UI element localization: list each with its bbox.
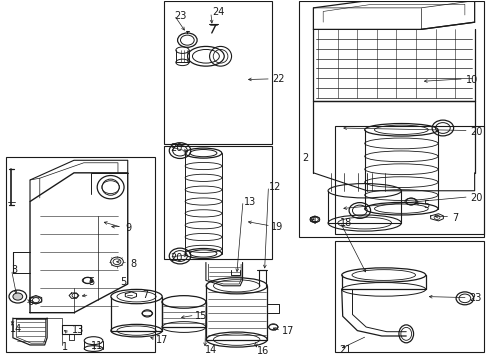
Text: 10: 10	[466, 75, 478, 85]
Text: 22: 22	[272, 74, 285, 84]
Text: 6: 6	[27, 297, 34, 307]
Text: 18: 18	[340, 218, 352, 228]
Text: 20: 20	[470, 127, 482, 136]
Text: 20: 20	[470, 193, 482, 203]
Bar	[164, 1, 272, 144]
Text: 8: 8	[130, 259, 136, 269]
Text: 7: 7	[143, 290, 148, 300]
Text: 4: 4	[311, 216, 317, 226]
Text: 20: 20	[170, 253, 182, 263]
Text: 21: 21	[339, 345, 351, 355]
Text: 23: 23	[469, 293, 481, 303]
Text: 13: 13	[244, 197, 256, 207]
Bar	[335, 126, 485, 234]
Text: 2: 2	[303, 153, 309, 163]
Text: 14: 14	[9, 324, 22, 334]
Circle shape	[13, 293, 23, 300]
Text: 1: 1	[62, 342, 68, 352]
Text: 13: 13	[72, 325, 84, 335]
Text: 17: 17	[282, 326, 294, 336]
Text: 20: 20	[170, 143, 182, 153]
Text: 5: 5	[121, 277, 126, 287]
Text: 9: 9	[126, 224, 132, 233]
Text: 15: 15	[195, 311, 208, 321]
Text: 14: 14	[205, 345, 217, 355]
Text: 11: 11	[91, 341, 103, 351]
Text: 24: 24	[212, 7, 224, 17]
Bar	[299, 1, 485, 237]
Bar	[5, 157, 155, 352]
Text: 23: 23	[174, 11, 187, 21]
Text: 12: 12	[270, 182, 282, 192]
Text: 5: 5	[423, 200, 430, 210]
Text: 5: 5	[89, 277, 95, 287]
Bar	[335, 241, 485, 352]
Bar	[164, 146, 272, 259]
Text: 3: 3	[11, 265, 18, 275]
Text: 16: 16	[257, 346, 270, 356]
Text: 19: 19	[271, 222, 284, 231]
Text: 17: 17	[156, 334, 169, 345]
Text: 7: 7	[453, 213, 459, 222]
